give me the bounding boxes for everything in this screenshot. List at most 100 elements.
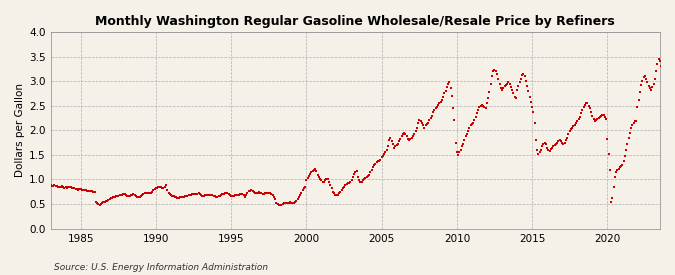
Point	[392, 143, 402, 147]
Point	[481, 101, 492, 105]
Point	[522, 84, 533, 88]
Point	[531, 138, 541, 142]
Point	[165, 192, 176, 196]
Point	[557, 140, 568, 145]
Point	[452, 150, 462, 155]
Point	[433, 103, 443, 107]
Point	[404, 138, 414, 142]
Point	[341, 182, 352, 186]
Point	[137, 193, 148, 197]
Point	[94, 202, 105, 207]
Point	[518, 72, 529, 76]
Point	[107, 196, 117, 200]
Point	[624, 131, 635, 135]
Point	[114, 193, 125, 197]
Point	[604, 167, 615, 172]
Point	[279, 201, 290, 205]
Point	[55, 185, 66, 189]
Point	[267, 193, 278, 197]
Point	[275, 203, 286, 207]
Point	[234, 192, 244, 197]
Point	[597, 112, 608, 117]
Point	[362, 173, 373, 178]
Point	[569, 123, 580, 128]
Point	[336, 188, 347, 192]
Point	[183, 193, 194, 197]
Point	[538, 142, 549, 146]
Point	[85, 189, 96, 194]
Point	[645, 86, 655, 91]
Point	[269, 194, 279, 199]
Point	[294, 194, 304, 199]
Point	[576, 111, 587, 115]
Point	[411, 126, 422, 130]
Point	[76, 188, 87, 192]
Point	[73, 188, 84, 192]
Point	[406, 136, 417, 140]
Point	[329, 191, 340, 196]
Point	[161, 183, 171, 188]
Point	[216, 193, 227, 197]
Point	[603, 152, 614, 156]
Point	[67, 186, 78, 190]
Point	[305, 171, 316, 176]
Point	[460, 134, 471, 138]
Point	[498, 86, 509, 91]
Point	[231, 193, 242, 197]
Point	[398, 132, 408, 136]
Point	[128, 192, 139, 196]
Point	[273, 203, 284, 207]
Point	[373, 159, 383, 163]
Point	[330, 193, 341, 197]
Point	[610, 175, 620, 179]
Point	[651, 69, 661, 73]
Point	[292, 197, 303, 201]
Point	[465, 123, 476, 128]
Point	[472, 111, 483, 115]
Point	[315, 177, 325, 182]
Point	[563, 132, 574, 136]
Point	[182, 194, 193, 198]
Point	[120, 193, 131, 197]
Point	[599, 114, 610, 119]
Point	[105, 196, 116, 200]
Point	[317, 180, 328, 184]
Point	[238, 193, 249, 197]
Point	[528, 109, 539, 114]
Point	[323, 177, 333, 182]
Point	[462, 132, 472, 136]
Point	[340, 183, 351, 188]
Point	[261, 191, 272, 195]
Point	[614, 165, 625, 169]
Point	[191, 191, 202, 196]
Point	[302, 176, 313, 181]
Point	[237, 192, 248, 196]
Point	[516, 73, 527, 78]
Point	[253, 190, 264, 194]
Point	[490, 69, 501, 73]
Point	[558, 142, 569, 146]
Point	[425, 116, 436, 120]
Point	[162, 188, 173, 192]
Point	[352, 175, 363, 179]
Point	[47, 184, 57, 188]
Point	[218, 191, 229, 196]
Point	[396, 134, 407, 138]
Point	[265, 191, 275, 196]
Point	[572, 119, 583, 124]
Point	[111, 194, 122, 198]
Point	[132, 194, 142, 199]
Point	[103, 198, 113, 202]
Point	[646, 88, 657, 92]
Point	[246, 188, 256, 192]
Point	[664, 101, 674, 105]
Point	[389, 145, 400, 150]
Point	[630, 119, 641, 124]
Point	[158, 186, 169, 191]
Point	[194, 191, 205, 196]
Point	[533, 152, 544, 156]
Point	[582, 101, 593, 105]
Point	[408, 134, 418, 138]
Point	[59, 186, 70, 190]
Point	[296, 191, 307, 196]
